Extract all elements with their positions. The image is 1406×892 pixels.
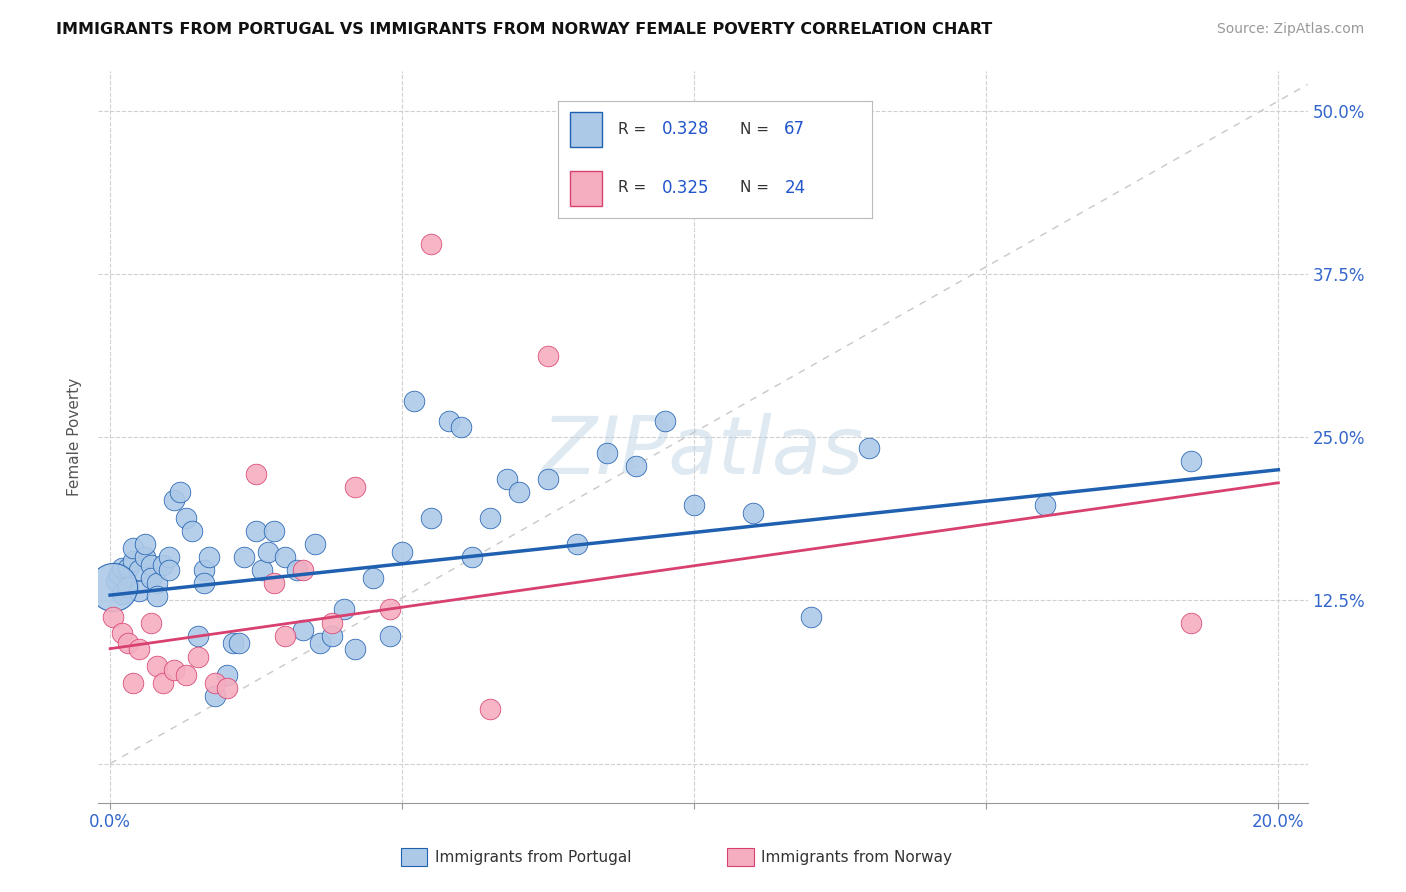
Text: IMMIGRANTS FROM PORTUGAL VS IMMIGRANTS FROM NORWAY FEMALE POVERTY CORRELATION CH: IMMIGRANTS FROM PORTUGAL VS IMMIGRANTS F… (56, 22, 993, 37)
Point (624, 458, 647, 473)
Point (215, 681, 238, 695)
Point (256, 545, 278, 559)
Point (204, 675, 226, 690)
Point (101, 580, 124, 594)
Y-axis label: Female Poverty: Female Poverty (67, 378, 83, 496)
Point (567, 537, 589, 551)
Point (291, 624, 314, 638)
Point (128, 641, 150, 656)
Point (245, 467, 267, 481)
Point (858, 441, 880, 455)
Point (139, 615, 162, 630)
Point (174, 511, 197, 525)
FancyBboxPatch shape (401, 848, 427, 866)
Point (111, 560, 134, 574)
Point (111, 587, 134, 601)
Point (595, 446, 617, 460)
Point (152, 558, 174, 573)
Point (361, 571, 384, 585)
Point (450, 419, 472, 434)
Point (128, 584, 150, 599)
Point (291, 563, 314, 577)
Point (163, 492, 186, 507)
Point (654, 414, 676, 428)
Point (139, 558, 162, 573)
Point (508, 485, 530, 500)
FancyBboxPatch shape (727, 848, 754, 866)
Point (174, 667, 197, 682)
Point (146, 658, 169, 673)
Point (134, 550, 156, 565)
Point (146, 590, 169, 604)
Point (139, 571, 162, 585)
Point (391, 545, 413, 559)
Point (222, 636, 245, 650)
Point (215, 667, 238, 682)
Point (321, 629, 343, 643)
Point (537, 472, 560, 486)
Point (537, 349, 560, 363)
Point (187, 649, 209, 664)
Point (180, 524, 202, 538)
Point (193, 563, 215, 577)
Point (128, 563, 150, 577)
Point (263, 576, 285, 591)
Point (380, 629, 402, 643)
Point (187, 629, 209, 643)
Point (104, 574, 127, 588)
Point (420, 236, 443, 251)
Point (163, 663, 186, 677)
Point (274, 550, 297, 565)
Point (263, 524, 285, 538)
Point (332, 602, 354, 616)
Point (193, 576, 215, 591)
Point (380, 602, 402, 616)
Point (134, 537, 156, 551)
Point (157, 563, 180, 577)
Point (496, 472, 519, 486)
Text: ZIPatlas: ZIPatlas (541, 413, 865, 491)
Point (233, 550, 256, 565)
Point (146, 576, 169, 591)
Point (204, 689, 226, 703)
Point (274, 629, 297, 643)
Point (741, 506, 763, 520)
Point (461, 550, 484, 565)
Point (321, 615, 343, 630)
Point (117, 636, 139, 650)
Point (800, 610, 823, 624)
Point (344, 641, 367, 656)
Point (122, 675, 145, 690)
Point (1033, 498, 1056, 512)
Point (245, 524, 267, 538)
Point (228, 636, 250, 650)
Point (169, 485, 191, 500)
Point (111, 626, 134, 640)
Point (198, 550, 221, 565)
Point (683, 498, 706, 512)
Point (304, 537, 326, 551)
Point (478, 511, 501, 525)
Point (1180, 615, 1202, 630)
Point (344, 480, 367, 494)
Point (101, 610, 124, 624)
Text: Immigrants from Norway: Immigrants from Norway (761, 850, 952, 865)
Point (402, 393, 425, 408)
Text: Immigrants from Portugal: Immigrants from Portugal (434, 850, 631, 865)
Point (122, 554, 145, 568)
Point (420, 511, 443, 525)
Point (478, 702, 501, 716)
Point (108, 567, 131, 582)
Point (285, 563, 308, 577)
Point (157, 550, 180, 565)
Point (122, 541, 145, 555)
Point (437, 414, 460, 428)
Point (152, 675, 174, 690)
Point (309, 636, 332, 650)
Point (117, 580, 139, 594)
Point (117, 560, 139, 574)
Point (250, 563, 273, 577)
Point (1180, 453, 1202, 467)
Text: Source: ZipAtlas.com: Source: ZipAtlas.com (1216, 22, 1364, 37)
